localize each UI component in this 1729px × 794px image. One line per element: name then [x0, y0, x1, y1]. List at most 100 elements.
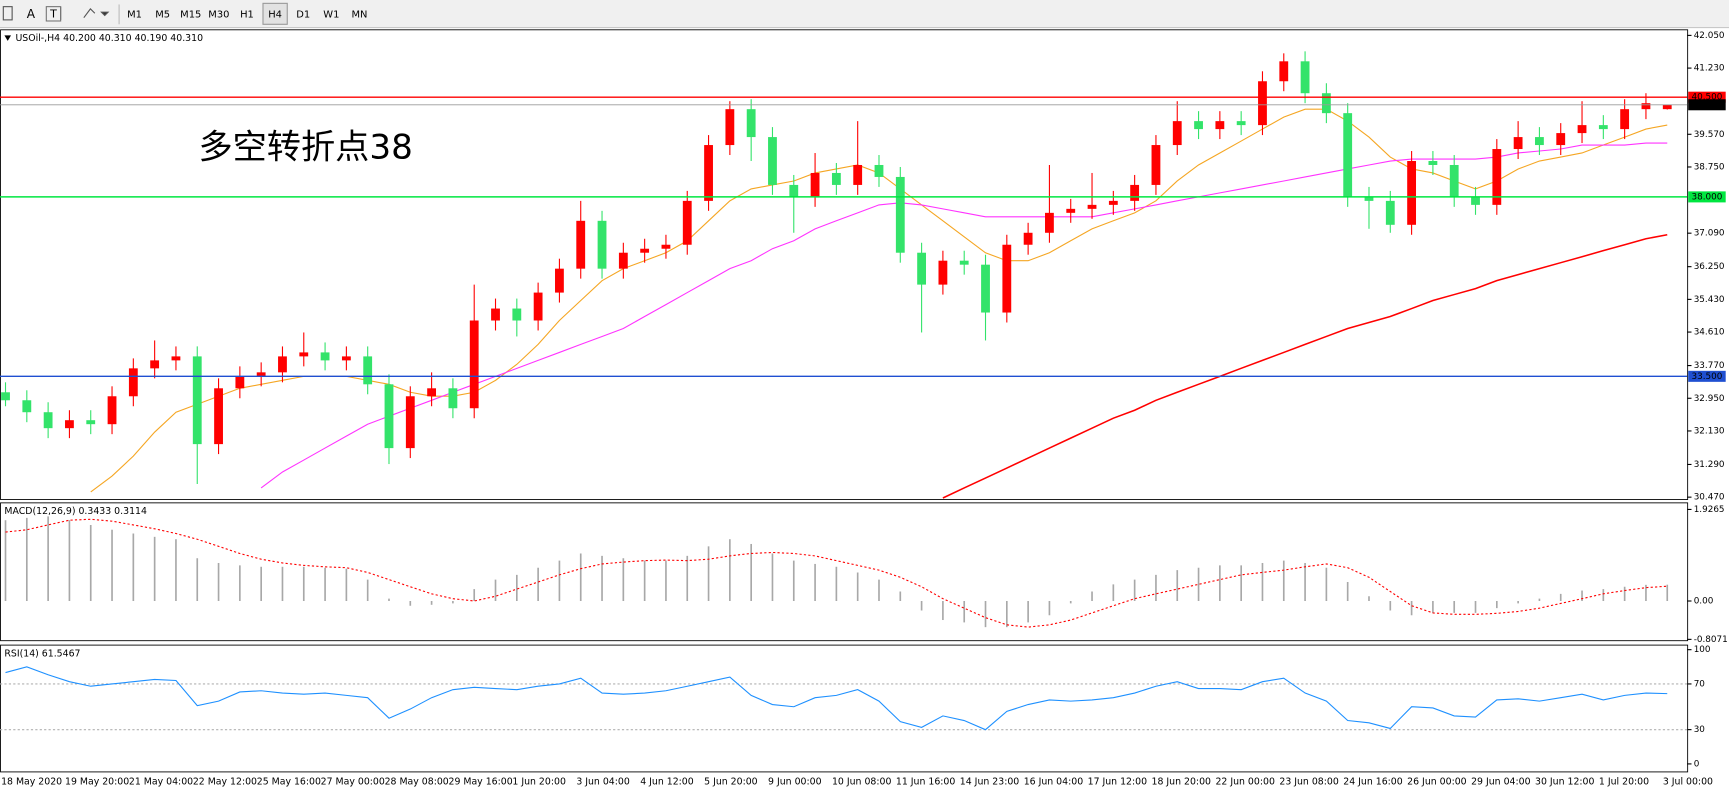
x-tick-label: 22 Jun 00:00	[1215, 776, 1275, 787]
candle-body	[235, 376, 245, 389]
candle-body	[1428, 161, 1438, 165]
y-tick-label: 0	[1694, 759, 1700, 769]
candle-body	[86, 420, 96, 425]
timeframe-button[interactable]: MN	[351, 9, 367, 20]
candle-body	[1002, 244, 1012, 313]
candle-body	[1215, 121, 1225, 130]
candle-body	[1556, 133, 1566, 146]
y-tick-label: 33.770	[1694, 361, 1725, 371]
annotation: 多空转折点38	[198, 127, 412, 167]
candle-body	[1194, 121, 1203, 130]
timeframe-button[interactable]: H1	[240, 9, 254, 20]
timeframe-button[interactable]: M5	[155, 9, 170, 20]
candle-body	[725, 109, 735, 146]
candle-body	[1045, 212, 1054, 233]
x-tick-label: 30 Jun 12:00	[1535, 776, 1595, 787]
x-tick-label: 3 Jun 04:00	[576, 776, 630, 787]
candle-body	[1407, 161, 1417, 225]
candle-body	[299, 352, 309, 357]
y-tick-label: 1.9265	[1694, 505, 1725, 515]
timeframe-button[interactable]: W1	[323, 9, 339, 20]
icon-text-box[interactable]	[45, 6, 62, 22]
candle-body	[1172, 121, 1182, 146]
candle-body	[1641, 103, 1651, 110]
x-tick-label: 27 May 00:00	[321, 776, 385, 787]
candle-body	[214, 388, 223, 445]
candle-body	[1300, 61, 1310, 94]
candle-body	[341, 356, 351, 361]
candle-body	[1130, 184, 1140, 201]
y-tick-label: 41.230	[1694, 64, 1725, 74]
candle-body	[491, 308, 500, 321]
x-tick-label: 21 May 04:00	[129, 776, 193, 787]
candle-body	[704, 145, 713, 201]
candle-body	[448, 388, 458, 409]
x-tick-label: 11 Jun 16:00	[896, 776, 956, 787]
candle-body	[65, 420, 74, 429]
y-tick-label: 100	[1694, 645, 1711, 655]
candle-body	[981, 264, 990, 313]
candle-body	[1066, 208, 1076, 213]
timeframe-button[interactable]: D1	[296, 9, 310, 20]
x-tick-label: 3 Jul 00:00	[1663, 776, 1713, 787]
timeframe-button[interactable]: M30	[208, 9, 229, 20]
icon-dropdown[interactable]	[100, 11, 110, 17]
candle-body	[789, 184, 799, 197]
candle-body	[512, 308, 522, 321]
candle-body	[192, 356, 202, 445]
x-tick-label: 29 May 16:00	[448, 776, 512, 787]
candle-body	[405, 396, 415, 449]
timeframe-button[interactable]: H4	[268, 9, 282, 20]
level-tag	[1688, 370, 1726, 382]
candle-body	[682, 200, 692, 245]
y-tick-label: 30.470	[1694, 493, 1725, 503]
timeframe-button[interactable]: M15	[180, 9, 201, 20]
icon-crosshair[interactable]	[2, 6, 13, 21]
text-tool[interactable]: A	[27, 7, 36, 21]
candle-body	[256, 372, 266, 377]
candle-body	[597, 220, 607, 269]
candle-body	[1258, 81, 1267, 126]
candle-body	[150, 360, 160, 369]
candle-body	[1662, 104, 1672, 110]
timeframe-button[interactable]: M1	[127, 9, 142, 20]
candle-body	[107, 396, 117, 425]
active-button	[262, 2, 288, 25]
x-tick-label: 22 May 12:00	[193, 776, 257, 787]
toolbar-icons	[2, 4, 120, 25]
candle-body	[43, 412, 53, 429]
y-tick-label: 38.750	[1694, 162, 1725, 172]
candle-body	[618, 252, 628, 269]
candle-body	[171, 356, 181, 361]
level-label: 38.000	[1692, 192, 1723, 202]
candle-body	[427, 388, 437, 397]
candle-body	[1535, 137, 1544, 146]
x-tick-label: 26 Jun 00:00	[1407, 776, 1467, 787]
candle-body	[661, 244, 671, 249]
x-tick-label: 14 Jun 23:00	[960, 776, 1020, 787]
level-label: 40.500	[1692, 93, 1723, 103]
x-tick-label: 25 May 16:00	[257, 776, 321, 787]
candle-body	[469, 320, 479, 409]
chart-header: USOil-,H4 40.200 40.310 40.190 40.310	[15, 33, 203, 44]
macd-signal	[5, 518, 1668, 628]
x-tick-label: 5 Jun 20:00	[704, 776, 758, 787]
panel-frame	[0, 29, 1689, 500]
y-tick-label: 32.130	[1694, 426, 1725, 436]
y-tick-label: 37.090	[1694, 229, 1725, 239]
candle-body	[128, 368, 138, 397]
toolbar	[0, 0, 1729, 28]
header-icon	[4, 35, 12, 41]
x-tick-label: 1 Jun 20:00	[512, 776, 566, 787]
x-tick-label: 24 Jun 16:00	[1343, 776, 1403, 787]
icon-shapes[interactable]	[83, 8, 96, 19]
candle-body	[1449, 164, 1459, 197]
moving-average	[942, 234, 1668, 499]
text-tool[interactable]: T	[49, 7, 57, 20]
y-tick-label: 42.050	[1694, 31, 1725, 41]
x-tick-label: 29 Jun 04:00	[1471, 776, 1531, 787]
last-price-label: 40.310	[1692, 100, 1723, 110]
candle-body	[1108, 200, 1118, 205]
